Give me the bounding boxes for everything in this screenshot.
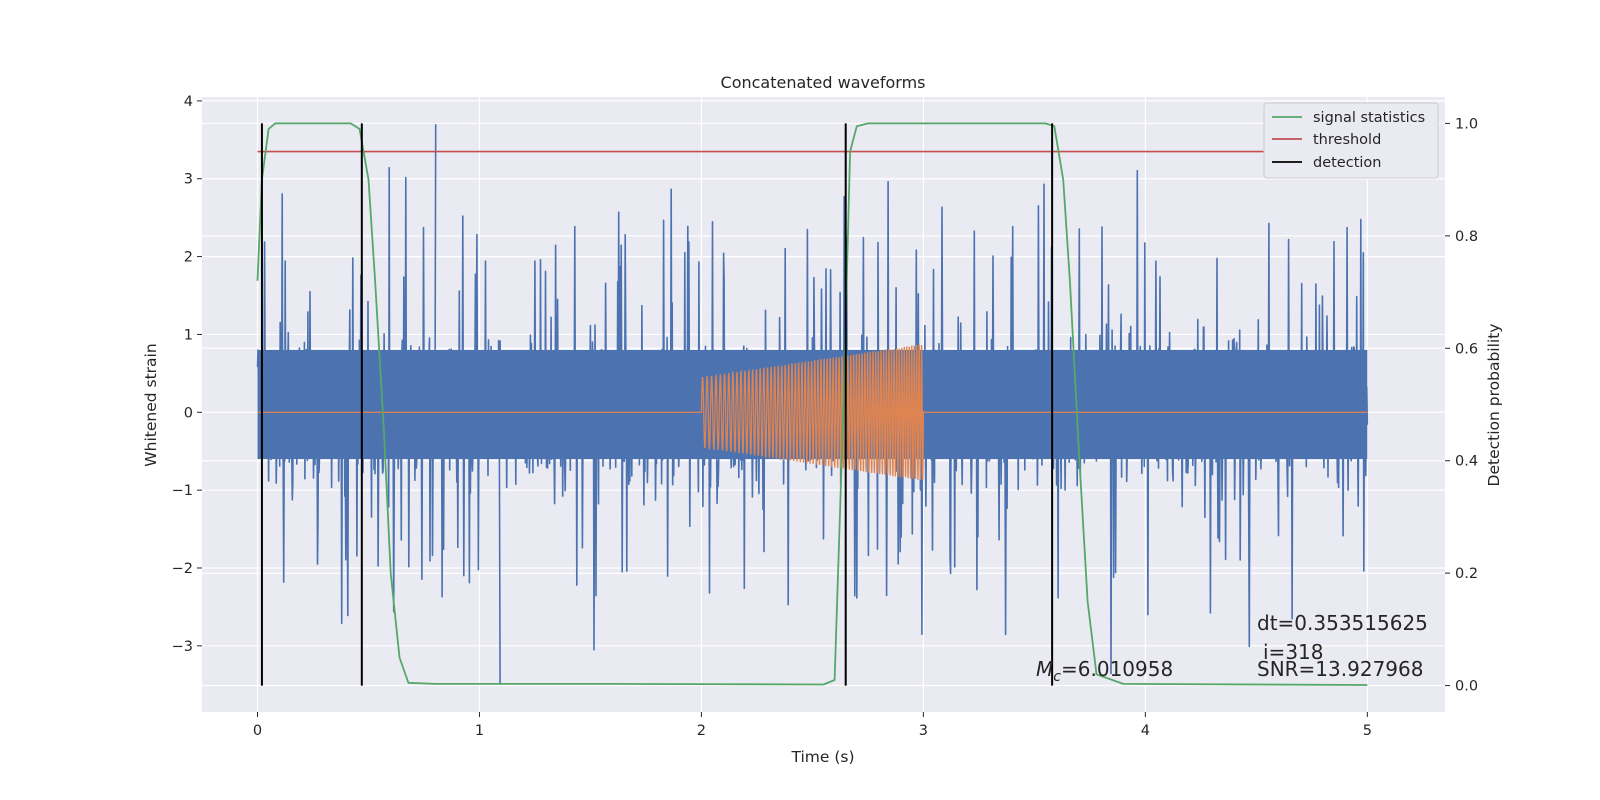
x-tick-label: 0 [253, 723, 262, 739]
y-tick-label: 0 [184, 405, 193, 421]
legend-label-detection: detection [1313, 155, 1381, 171]
y-tick-label: −1 [172, 483, 193, 499]
x-tick-label: 3 [919, 723, 928, 739]
y2-tick-label: 0.6 [1455, 341, 1478, 357]
legend-label-threshold: threshold [1313, 132, 1381, 148]
y-tick-label: 4 [184, 94, 193, 110]
x-axis-label: Time (s) [790, 748, 854, 766]
annotation-dt: dt=0.353515625 [1257, 611, 1428, 635]
y2-axis-label: Detection probability [1485, 324, 1503, 487]
y-tick-label: 1 [184, 327, 193, 343]
y2-tick-label: 0.4 [1455, 454, 1478, 470]
y-tick-label: 2 [184, 250, 193, 266]
legend: signal statistics threshold detection [1263, 102, 1439, 179]
template-series-line [257, 344, 1368, 480]
y-tick-label: 3 [184, 172, 193, 188]
x-tick-label: 2 [697, 723, 706, 739]
annotation-snr: SNR=13.927968 [1257, 657, 1423, 681]
legend-label-signal-statistics: signal statistics [1313, 110, 1425, 126]
y-tick-label: −2 [172, 561, 193, 577]
legend-box [1263, 102, 1439, 179]
y2-tick-label: 0.8 [1455, 229, 1478, 245]
y-tick-label: −3 [172, 639, 193, 655]
x-tick-label: 4 [1141, 723, 1150, 739]
chart-title: Concatenated waveforms [721, 73, 926, 92]
series-layer [256, 122, 1369, 686]
y2-tick-label: 1.0 [1455, 116, 1478, 132]
y2-tick-label: 0.0 [1455, 679, 1478, 695]
annotation-mc-value: =6.010958 [1061, 657, 1173, 681]
tick-layer: 0 1 2 3 4 5 −3 −2 −1 0 1 2 3 4 0.0 0.2 0.4 0.6 0.8 1.0 [172, 94, 1478, 739]
y2-tick-label: 0.2 [1455, 566, 1478, 582]
annotation-i: i=318 [1263, 640, 1324, 664]
signal-statistics-line [256, 122, 1368, 686]
x-tick-label: 1 [475, 723, 484, 739]
annotation-chirp-mass: Mc =6.010958 [1036, 657, 1173, 685]
x-tick-label: 5 [1363, 723, 1372, 739]
y-axis-label: Whitened strain [142, 343, 160, 466]
